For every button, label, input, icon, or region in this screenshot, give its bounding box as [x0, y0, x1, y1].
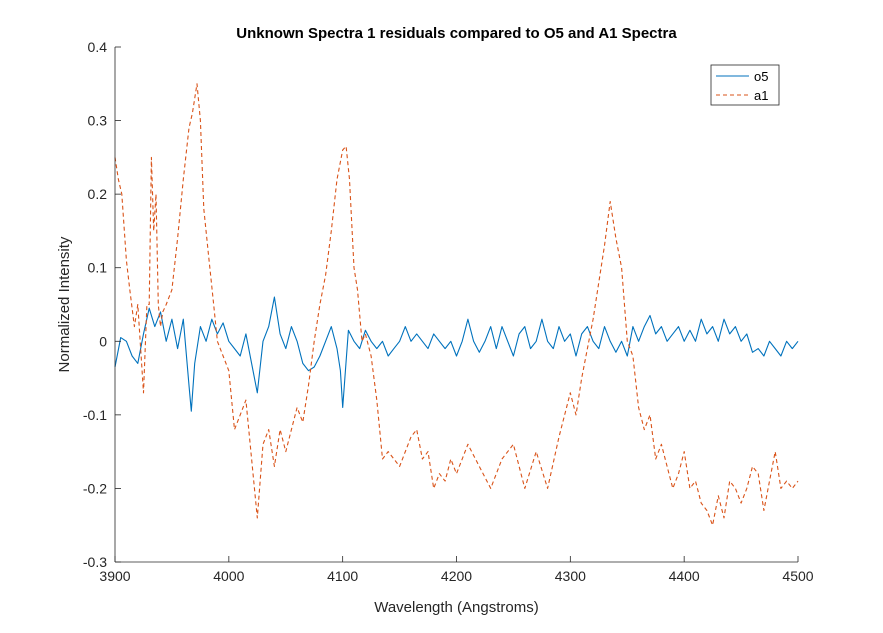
legend-label-a1: a1 — [754, 88, 768, 103]
x-tick-label: 4500 — [782, 568, 813, 584]
legend: o5 a1 — [710, 64, 780, 106]
y-tick-label: -0.1 — [83, 407, 107, 423]
y-tick-label: 0.3 — [88, 113, 108, 129]
x-tick-label: 4100 — [327, 568, 358, 584]
x-tick-label: 4200 — [441, 568, 472, 584]
x-tick-label: 4300 — [555, 568, 586, 584]
x-tick-label: 4000 — [213, 568, 244, 584]
series-layer — [114, 83, 799, 526]
plot-area — [115, 47, 798, 562]
y-tick-label: 0.1 — [88, 260, 108, 276]
x-axis-label: Wavelength (Angstroms) — [374, 599, 539, 616]
axes-layer: 3900 4000 4100 4200 4300 4400 4500 -0.3 -0.2 -0.1… — [83, 39, 814, 584]
chart-title: Unknown Spectra 1 residuals compared to … — [236, 25, 677, 42]
y-tick-label: -0.2 — [83, 480, 107, 496]
y-tick-label: 0.4 — [88, 39, 108, 55]
y-tick-label: -0.3 — [83, 554, 107, 570]
y-axis-label: Normalized Intensity — [56, 236, 73, 372]
x-tick-label: 3900 — [99, 568, 130, 584]
y-tick-label: 0.2 — [88, 186, 108, 202]
series-line-o5 — [114, 296, 799, 412]
series-line-a1 — [114, 83, 799, 526]
legend-label-o5: o5 — [754, 69, 768, 84]
x-tick-label: 4400 — [669, 568, 700, 584]
legend-box — [710, 64, 780, 106]
y-tick-label: 0 — [99, 333, 107, 349]
